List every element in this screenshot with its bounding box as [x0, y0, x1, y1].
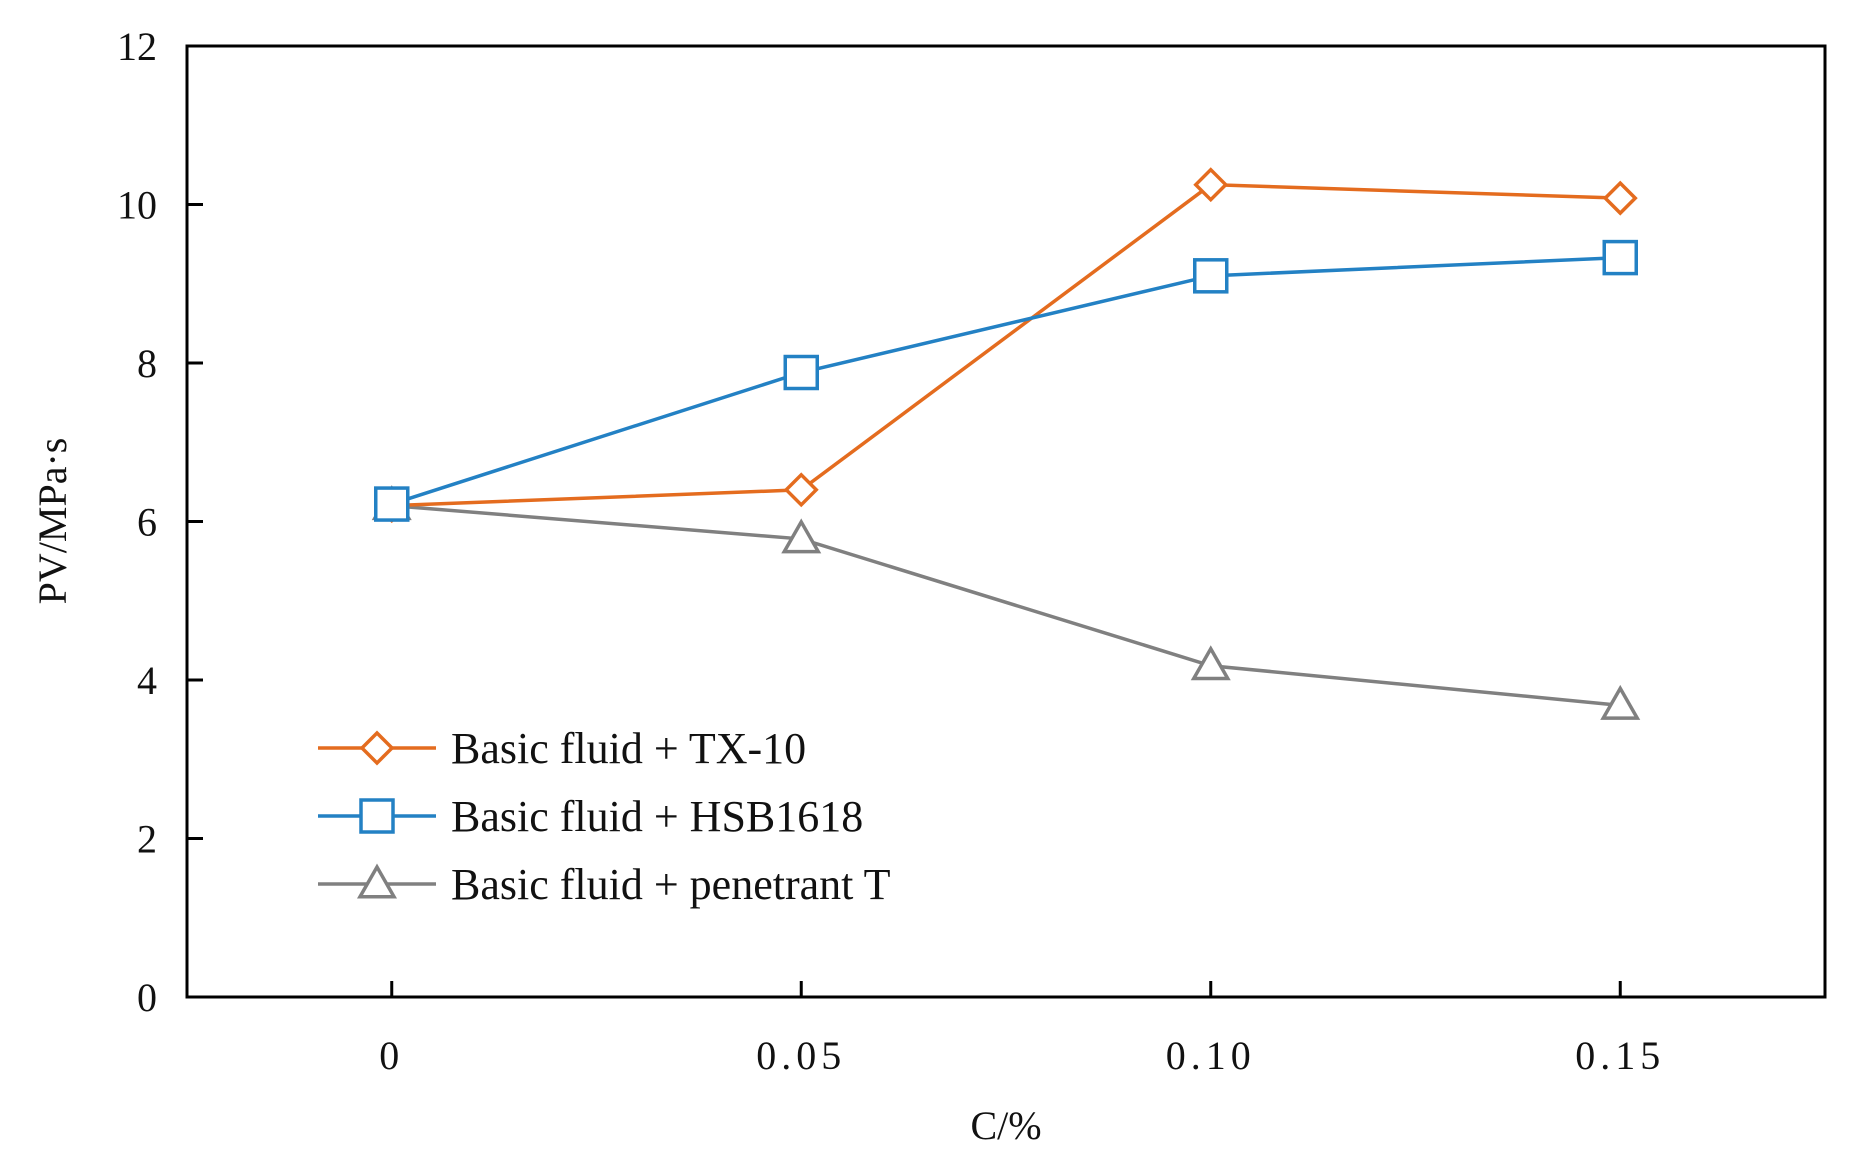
square-marker	[783, 354, 819, 391]
y-axis-title: PV/MPa·s	[30, 438, 75, 605]
diamond-marker	[359, 730, 395, 766]
y-tick-label: 4	[137, 658, 157, 703]
x-tick-label: 0	[379, 1033, 404, 1078]
triangle-marker	[356, 863, 398, 899]
y-tick-label: 6	[137, 500, 157, 545]
series-group	[371, 167, 1641, 720]
x-tick-label: 0.10	[1166, 1033, 1256, 1078]
series-line	[391, 182, 1621, 508]
legend-label: Basic fluid + HSB1618	[451, 792, 863, 841]
legend-item: Basic fluid + penetrant T	[318, 860, 891, 909]
square-marker	[374, 486, 410, 522]
series-square	[374, 239, 1638, 522]
x-tick-label: 0.15	[1575, 1033, 1665, 1078]
legend: Basic fluid + TX-10 Basic fluid + HSB1618…	[318, 724, 891, 909]
series-triangle	[371, 485, 1641, 720]
triangle-marker	[1600, 684, 1641, 720]
y-tick-label: 10	[117, 183, 157, 228]
y-tick-label: 8	[137, 341, 157, 386]
legend-item: Basic fluid + TX-10	[318, 724, 806, 773]
series-line	[391, 255, 1621, 506]
y-tick-label: 2	[137, 817, 157, 862]
legend-label: Basic fluid + penetrant T	[451, 860, 891, 909]
x-axis-ticks: 0 0.05 0.10 0.15	[379, 981, 1665, 1078]
square-marker	[1602, 239, 1638, 276]
y-tick-label: 0	[137, 975, 157, 1020]
triangle-marker	[1190, 645, 1231, 681]
triangle-marker	[781, 518, 822, 554]
x-tick-label: 0.05	[756, 1033, 846, 1078]
square-marker	[359, 798, 395, 834]
series-diamond	[374, 167, 1638, 524]
legend-item: Basic fluid + HSB1618	[318, 792, 863, 841]
square-marker	[1193, 258, 1229, 294]
legend-label: Basic fluid + TX-10	[451, 724, 806, 773]
x-axis-title: C/%	[970, 1103, 1041, 1148]
y-axis-ticks: 0 2 4 6 8 10 12	[117, 24, 203, 1020]
diamond-marker	[783, 472, 819, 508]
diamond-marker	[1602, 180, 1638, 216]
series-line	[391, 503, 1621, 708]
y-tick-label: 12	[117, 24, 157, 69]
diamond-marker	[1193, 167, 1229, 203]
plot-frame	[185, 44, 1827, 999]
